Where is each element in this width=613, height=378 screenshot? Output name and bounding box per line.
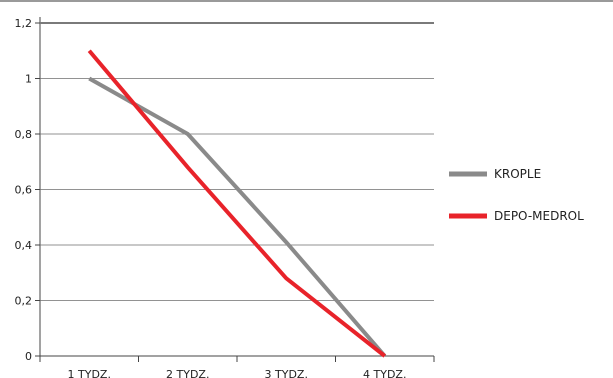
y-tick-label: 0,2	[15, 295, 33, 308]
y-tick-label: 0,8	[15, 128, 33, 141]
x-tick-label: 4 TYDZ.	[363, 368, 406, 378]
series-line-krople	[88, 76, 387, 358]
x-axis-ticks: 1 TYDZ. 2 TYDZ. 3 TYDZ. 4 TYDZ.	[39, 356, 435, 378]
legend-label-krople: KROPLE	[494, 167, 541, 181]
x-tick-label: 3 TYDZ.	[265, 368, 308, 378]
series-lines	[87, 49, 387, 358]
legend: KROPLE DEPO-MEDROL	[449, 167, 584, 223]
series-line-depo-medrol	[87, 49, 386, 358]
y-axis-ticks: 0 0,2 0,4 0,6 0,8 1 1,2	[15, 17, 40, 363]
y-tick-label: 1	[25, 73, 32, 86]
legend-label-depo-medrol: DEPO-MEDROL	[494, 209, 584, 223]
y-tick-label: 0,6	[15, 184, 33, 197]
y-tick-label: 0,4	[15, 239, 33, 252]
y-tick-label: 0	[25, 350, 32, 363]
x-tick-label: 1 TYDZ.	[68, 368, 111, 378]
x-tick-label: 2 TYDZ.	[166, 368, 209, 378]
y-tick-label: 1,2	[15, 17, 33, 30]
